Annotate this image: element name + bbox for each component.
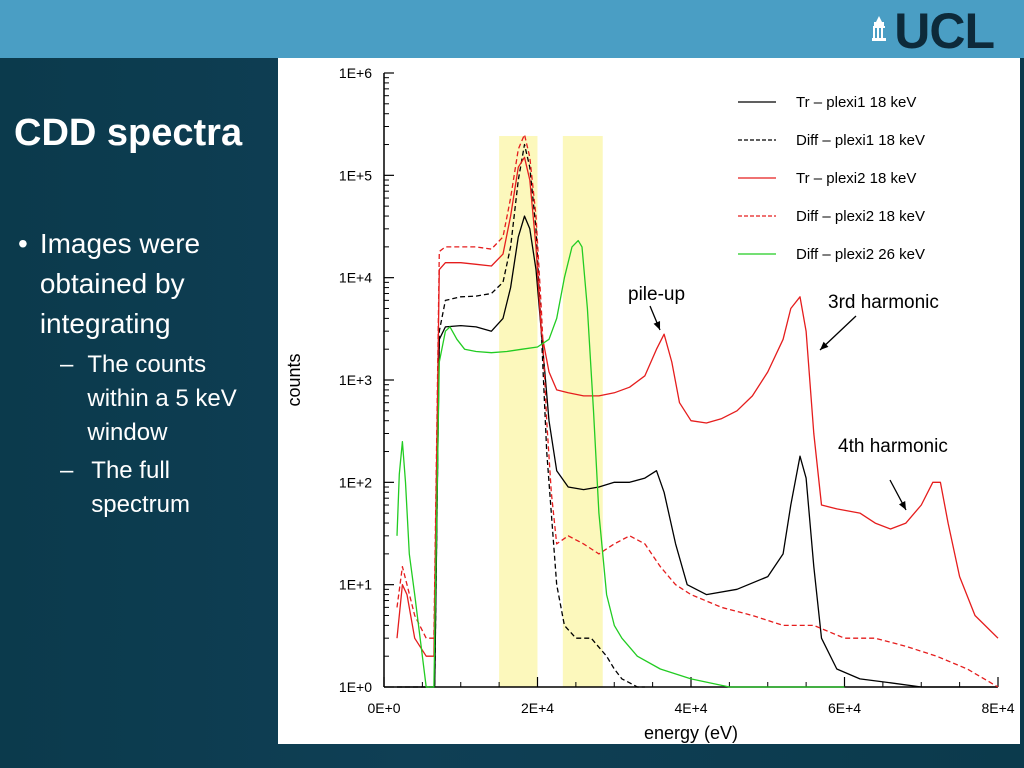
spectrum-chart: 1E+0 1E+1 1E+2 1E+3 1E+4 1E+5 1E+6 0E+0 2E+4 4E+4…: [284, 65, 1015, 743]
x-tick-label: 0E+0: [367, 700, 400, 716]
sub-bullet-marker: –: [60, 351, 74, 378]
sub-bullet-text: The full spectrum: [91, 457, 190, 518]
y-tick-label: 1E+0: [339, 679, 372, 695]
x-tick-label: 2E+4: [521, 700, 554, 716]
y-tick-label: 1E+6: [339, 65, 372, 81]
chart-panel: 1E+0 1E+1 1E+2 1E+3 1E+4 1E+5 1E+6 0E+0 2E+4 4E+4…: [278, 58, 1020, 744]
legend-entry: Tr – plexi2 18 keV: [796, 170, 916, 187]
sub-bullet-marker: –: [60, 457, 74, 484]
y-tick-label: 1E+1: [339, 577, 372, 593]
y-axis-label: counts: [284, 353, 304, 406]
sub-bullet-list: – The counts within a 5 keV window – The…: [60, 348, 268, 522]
logo-text: UCL: [894, 3, 995, 59]
series-line-1: [397, 215, 998, 688]
integration-window: [562, 136, 603, 687]
y-tick-label: 1E+4: [339, 270, 372, 286]
bullet-text: Images were obtained by integrating: [39, 228, 201, 339]
ucl-portico-icon: [872, 16, 887, 41]
annotation-label: 3rd harmonic: [828, 292, 939, 313]
annotation-label: 4th harmonic: [838, 436, 948, 457]
bullet-item: • Images were obtained by integrating: [18, 224, 268, 344]
integration-window: [499, 136, 538, 687]
series-line-3: [396, 156, 999, 657]
x-tick-label: 4E+4: [674, 700, 707, 716]
bullet-marker: •: [18, 228, 28, 259]
series-line-2: [397, 143, 645, 688]
y-tick-label: 1E+3: [339, 372, 372, 388]
x-tick-label: 6E+4: [828, 700, 861, 716]
annotation-label: pile-up: [628, 284, 685, 305]
x-axis-label: energy (eV): [644, 723, 738, 743]
header-bar: UCL: [0, 0, 1024, 58]
legend-entry: Diff – plexi2 18 keV: [796, 208, 925, 225]
annotation-arrowhead: [653, 321, 661, 330]
ucl-logo: UCL: [870, 3, 995, 59]
slide-title: CDD spectra: [14, 112, 243, 154]
sub-bullet-item: – The counts within a 5 keV window: [60, 348, 268, 450]
annotation-arrowhead: [899, 501, 906, 510]
sub-bullet-item: – The full spectrum: [60, 454, 268, 522]
y-tick-label: 1E+5: [339, 167, 372, 183]
sub-bullet-text: The counts within a 5 keV window: [87, 351, 237, 446]
x-tick-label: 8E+4: [981, 700, 1014, 716]
legend-entry: Diff – plexi1 18 keV: [796, 132, 925, 149]
legend-entry: Diff – plexi2 26 keV: [796, 246, 925, 263]
annotation-arrowhead: [820, 341, 829, 350]
series-line-5: [396, 239, 845, 688]
legend-entry: Tr – plexi1 18 keV: [796, 94, 916, 111]
bullet-list: • Images were obtained by integrating – …: [18, 224, 268, 526]
series-line-4: [396, 133, 999, 688]
y-tick-label: 1E+2: [339, 474, 372, 490]
